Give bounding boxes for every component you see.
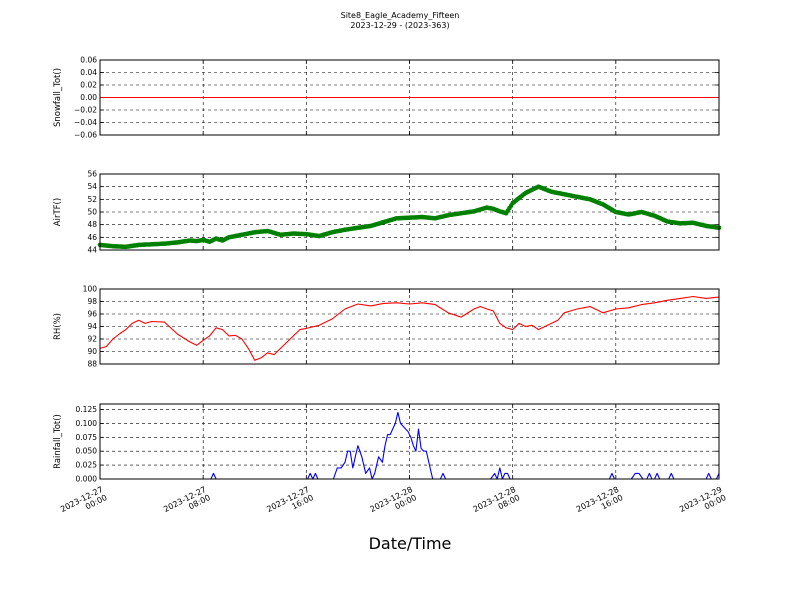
snowfall-ytick-label: 0.04	[80, 68, 97, 77]
rh-ytick-label: 88	[87, 360, 97, 369]
rh-axes-frame	[99, 288, 720, 365]
rainfall-ytick-label: 0.050	[76, 447, 98, 456]
rh-ytick-label: 96	[87, 310, 97, 319]
rainfall-ytick-label: 0.075	[76, 433, 98, 442]
snowfall-ytick-label: 0.06	[80, 56, 97, 65]
airtf-ytick-label: 50	[87, 208, 97, 217]
snowfall-ytick-label: 0.02	[80, 81, 97, 90]
snowfall-ytick-label: 0.00	[80, 93, 97, 102]
rainfall-ytick-label: 0.100	[76, 419, 98, 428]
chart-title: Site8_Eagle_Academy_Fifteen	[340, 11, 460, 20]
rh-ylabel: RH(%)	[53, 313, 63, 340]
x-axis-label: Date/Time	[368, 534, 452, 553]
airtf-ytick-label: 54	[87, 182, 97, 191]
airtf-ytick-label: 52	[87, 195, 97, 204]
rh-ytick-label: 90	[87, 347, 97, 356]
airtf-ytick-label: 44	[87, 246, 97, 255]
snowfall-ytick-label: −0.02	[74, 106, 97, 115]
airtf-axes-frame	[99, 173, 720, 251]
snowfall-ytick-label: −0.04	[74, 118, 97, 127]
rainfall-ytick-label: 0.025	[76, 461, 98, 470]
airtf-ylabel: AirTF()	[53, 198, 63, 226]
rainfall-axes-frame	[99, 403, 720, 480]
chart-subtitle: 2023-12-29 - (2023-363)	[350, 21, 450, 30]
airtf-ytick-label: 56	[87, 170, 97, 179]
airtf-ytick-label: 48	[87, 220, 97, 229]
rh-ytick-label: 100	[83, 285, 98, 294]
snowfall-ytick-label: −0.06	[74, 131, 97, 140]
snowfall-ylabel: Snowfall_Tot()	[53, 68, 63, 127]
snowfall-axes-frame	[99, 59, 720, 136]
rh-ytick-label: 92	[87, 335, 97, 344]
rainfall-ytick-label: 0.125	[76, 405, 98, 414]
rh-series-line	[99, 295, 720, 361]
airtf-ytick-label: 46	[87, 233, 97, 242]
rainfall-ylabel: Rainfall_Tot()	[53, 414, 63, 469]
rh-ytick-label: 94	[87, 322, 97, 331]
rainfall-ytick-label: 0.000	[76, 475, 98, 484]
rh-ytick-label: 98	[87, 297, 97, 306]
